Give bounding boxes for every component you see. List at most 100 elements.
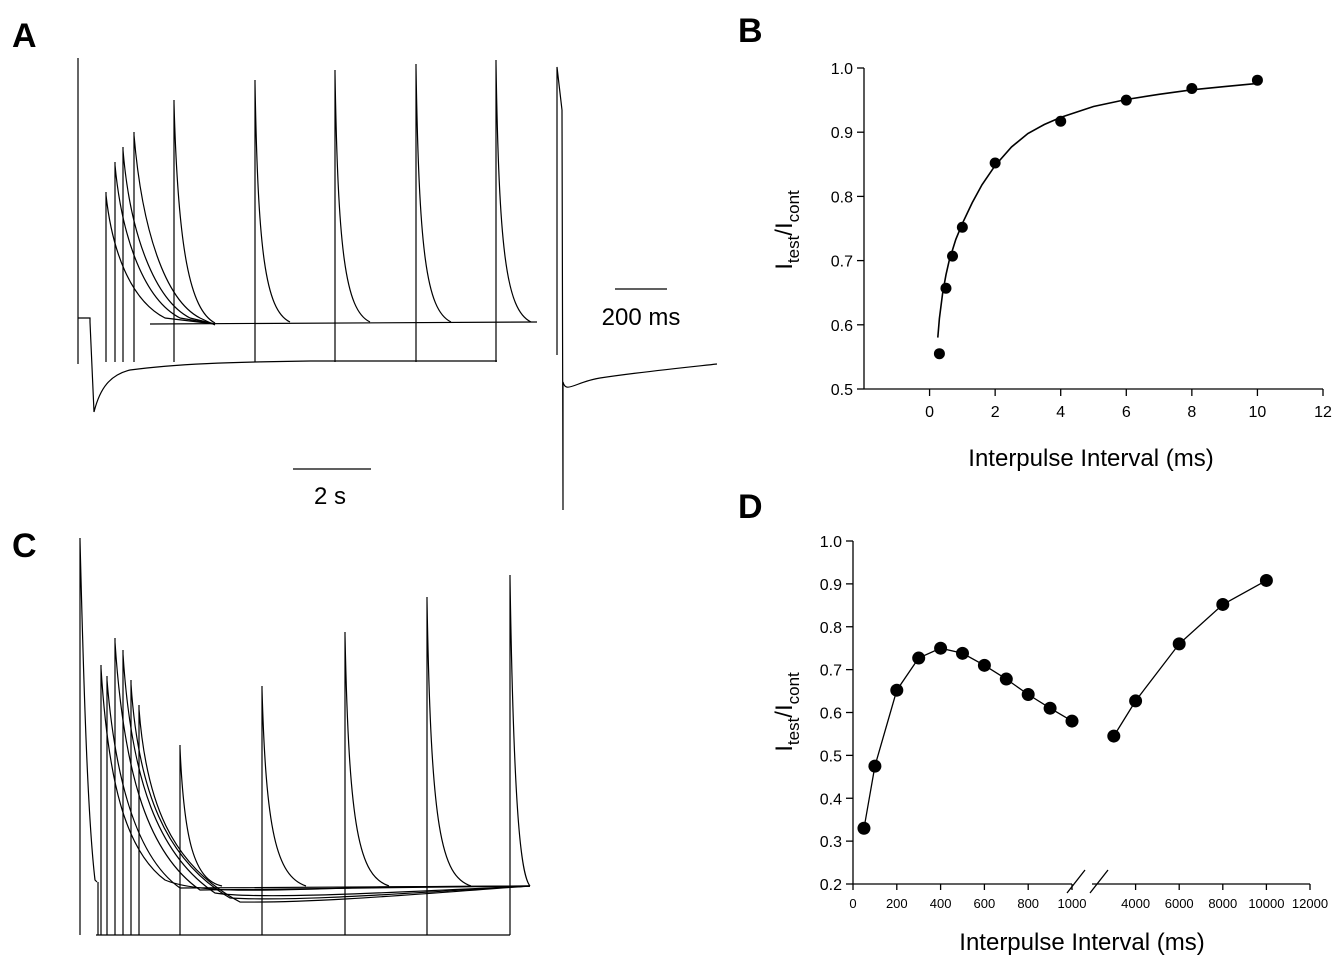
chart-d-xtick-label: 400 [930,896,952,911]
scale-bar-200ms-label: 200 ms [602,304,681,331]
chart-b-y-axis-title: Itest/Icont [771,190,803,270]
chart-b-xtick-label: 10 [1249,404,1267,421]
trace-c-tail-6 [138,705,531,935]
chart-b: 0.5 0.6 0.7 0.8 0.9 1.0 0 2 4 6 8 10 12 Itest/Icont… [771,61,1332,472]
chart-d-axis-break-mark-2 [1089,869,1109,894]
trace-c-tail-4 [122,650,531,935]
chart-b-xtick-label: 12 [1314,404,1332,421]
trace-c-spike-10 [426,597,472,935]
chart-d-y-ticks: 0.2 0.3 0.4 0.5 0.6 0.7 0.8 0.9 1.0 [820,534,853,894]
chart-d-xtick-label: 800 [1017,896,1039,911]
chart-d-y-axis-title: Itest/Icont [771,672,803,752]
chart-d-point [1172,637,1186,651]
trace-a-spike-9 [495,60,532,362]
chart-d-ytick-label: 0.2 [820,877,842,894]
trace-c-tail-2 [106,676,531,935]
chart-b-xtick-label: 4 [1056,404,1065,421]
chart-d-xtick-label: 6000 [1165,896,1194,911]
trace-c-tail-5 [130,680,531,935]
chart-d-ytick-label: 0.7 [820,663,842,680]
chart-b-point [1251,74,1263,86]
trace-a-spike-7 [334,70,371,362]
trace-a-control [77,58,497,413]
chart-d-point [912,651,926,665]
chart-d-xtick-label: 1000 [1058,896,1087,911]
chart-b-point [947,250,959,262]
chart-d-ytick-label: 0.4 [820,791,842,808]
chart-d-ytick-label: 0.8 [820,620,842,637]
chart-d-point [1065,714,1079,728]
chart-d-point [1043,701,1057,715]
chart-b-x-axis-title: Interpulse Interval (ms) [968,445,1213,472]
chart-b-ytick-label: 1.0 [831,61,853,78]
trace-c-spike-7 [179,745,223,935]
chart-d-xtick-label: 12000 [1292,896,1328,911]
chart-b-xtick-label: 6 [1122,404,1131,421]
trace-c-tail-1 [97,665,531,935]
chart-d-ytick-label: 0.5 [820,748,842,765]
chart-d-point [1129,694,1143,708]
panel-letter-d: D [738,488,763,526]
trace-c-spike-8 [261,686,307,935]
chart-b-point [956,221,968,233]
trace-a-tail-4 [133,132,216,362]
chart-d-xtick-label: 4000 [1121,896,1150,911]
chart-b-point [989,157,1001,169]
chart-d-point [1021,687,1035,701]
chart-d-xtick-label: 10000 [1248,896,1284,911]
chart-d-point [934,641,948,655]
trace-a-expanded [556,66,718,511]
trace-a-tail-3 [122,147,216,362]
trace-c-spike-9 [344,632,390,935]
trace-a-baseline [149,321,538,325]
chart-d-series-line-2 [1113,579,1267,737]
chart-d-xtick-label: 600 [974,896,996,911]
chart-d: 0.2 0.3 0.4 0.5 0.6 0.7 0.8 0.9 1.0 0 200 400 600 80… [771,534,1328,956]
chart-b-point [1055,115,1067,127]
chart-b-xtick-label: 2 [991,404,1000,421]
chart-d-point [857,821,871,835]
chart-d-point [1216,597,1230,611]
trace-a-spike-8 [415,64,452,362]
panel-letter-a: A [12,17,37,55]
chart-d-x-axis-title: Interpulse Interval (ms) [959,929,1204,956]
chart-b-point [1120,94,1132,106]
chart-b-y-ticks: 0.5 0.6 0.7 0.8 0.9 1.0 [831,61,864,399]
trace-c-tail-3 [114,638,531,935]
trace-a-tail-2 [114,162,216,362]
chart-d-ytick-label: 1.0 [820,534,842,551]
trace-c-spike-11 [509,575,531,935]
panel-letter-c: C [12,527,37,565]
chart-d-xtick-label: 200 [886,896,908,911]
panel-letter-b: B [738,12,763,50]
chart-d-point [956,646,969,660]
scale-bar-2s-label: 2 s [314,483,346,510]
chart-b-fit-curve [937,82,1258,338]
chart-d-ytick-label: 0.9 [820,577,842,594]
panel-c-traces [79,538,531,936]
chart-b-ytick-label: 0.5 [831,382,853,399]
chart-d-points [857,573,1273,835]
chart-d-point [1107,729,1121,743]
trace-a-spike-6 [254,80,291,362]
chart-b-xtick-label: 8 [1187,404,1196,421]
chart-b-point [940,282,952,294]
trace-a-spike-5 [173,100,216,362]
panel-a-traces: 2 s 200 ms [77,58,718,511]
chart-d-ytick-label: 0.6 [820,706,842,723]
chart-d-point [890,683,904,697]
chart-d-series-line-1 [863,647,1073,829]
chart-b-ytick-label: 0.7 [831,254,853,271]
chart-b-ytick-label: 0.9 [831,125,853,142]
chart-d-xtick-label: 0 [849,896,856,911]
trace-c-control [79,538,98,935]
chart-b-ytick-label: 0.8 [831,189,853,206]
trace-a-tail-1 [105,192,216,362]
chart-d-series-lines [863,579,1267,829]
chart-b-point [933,348,945,360]
chart-d-ytick-label: 0.3 [820,834,842,851]
chart-d-point [1259,573,1273,587]
chart-b-x-ticks: 0 2 4 6 8 10 12 [925,389,1332,421]
chart-b-points [933,74,1263,360]
chart-d-point [999,672,1013,686]
